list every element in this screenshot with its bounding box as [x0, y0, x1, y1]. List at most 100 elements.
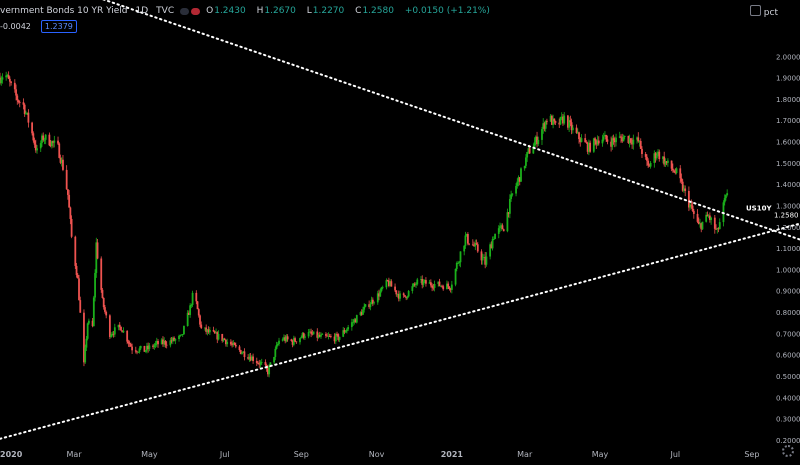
- candle-up: [576, 132, 579, 134]
- candle-down: [663, 156, 666, 165]
- ohlc-open: 1.2430: [214, 6, 246, 16]
- status-dots[interactable]: [180, 7, 201, 15]
- candle-down: [605, 135, 608, 140]
- candle-up: [84, 347, 87, 363]
- candle-down: [360, 312, 363, 315]
- candle-up: [292, 338, 295, 345]
- interval-label[interactable]: 1D: [135, 6, 149, 16]
- candle-down: [337, 334, 340, 340]
- candle-up: [138, 348, 141, 352]
- candle-down: [229, 341, 232, 345]
- candle-up: [338, 336, 341, 340]
- candle-down: [231, 344, 233, 346]
- candle-up: [622, 136, 625, 142]
- candle-up: [171, 337, 174, 342]
- scale-mode-toggle[interactable]: pct: [749, 5, 778, 18]
- candle-up: [515, 185, 517, 194]
- candle-up: [527, 148, 530, 153]
- x-tick-label: Nov: [369, 450, 385, 459]
- candle-down: [715, 228, 717, 230]
- candle-up: [563, 115, 566, 124]
- candle-down: [223, 338, 226, 340]
- candle-up: [299, 338, 301, 343]
- candle-up: [148, 345, 151, 349]
- candle-up: [560, 116, 563, 118]
- candle-down: [225, 339, 227, 345]
- candle-down: [700, 223, 703, 230]
- candle-up: [675, 168, 678, 173]
- candle-down: [696, 213, 699, 222]
- candle-down: [442, 286, 445, 290]
- candle-down: [692, 210, 695, 214]
- candle-down: [264, 361, 267, 365]
- candle-down: [597, 140, 600, 144]
- candle-down: [284, 337, 287, 342]
- candle-down: [629, 138, 632, 143]
- candle-up: [139, 345, 142, 349]
- candle-down: [441, 285, 443, 287]
- candle-down: [57, 140, 59, 144]
- x-tick-label: Jul: [669, 450, 680, 459]
- candle-down: [143, 345, 146, 352]
- candle-up: [186, 312, 189, 327]
- candle-up: [718, 222, 721, 230]
- candle-up: [653, 153, 656, 163]
- candle-up: [662, 156, 664, 160]
- candle-up: [465, 234, 468, 236]
- candle-up: [215, 332, 217, 334]
- candle-up: [716, 228, 719, 230]
- candle-up: [532, 146, 535, 154]
- value-box[interactable]: 1.2379: [40, 20, 77, 33]
- candle-up: [248, 356, 251, 359]
- candle-up: [344, 331, 347, 333]
- gear-icon[interactable]: [782, 445, 794, 457]
- candle-down: [476, 244, 479, 252]
- candle-up: [87, 320, 90, 324]
- candle-down: [58, 143, 61, 158]
- candle-up: [699, 223, 701, 225]
- delta-value: -0.0042: [0, 22, 31, 31]
- scale-mode-label: pct: [763, 8, 778, 18]
- candle-up: [422, 281, 425, 285]
- candle-up: [25, 113, 27, 114]
- candle-up: [423, 280, 426, 282]
- candle-down: [648, 165, 651, 167]
- candle-up: [571, 127, 574, 131]
- candle-down: [612, 138, 615, 141]
- x-tick-label: Sep: [294, 450, 309, 459]
- candle-up: [520, 168, 522, 182]
- candle-down: [394, 286, 396, 291]
- candle-down: [120, 326, 122, 331]
- candle-down: [91, 320, 94, 326]
- candle-down: [16, 95, 19, 101]
- candle-up: [110, 334, 113, 337]
- candle-up: [499, 226, 501, 229]
- candle-down: [76, 274, 79, 279]
- x-tick-label: 2020: [0, 450, 23, 459]
- candle-up: [204, 327, 206, 329]
- candle-down: [673, 170, 675, 173]
- candle-down: [325, 334, 327, 336]
- candle-down: [311, 333, 314, 335]
- candle-down: [553, 118, 556, 122]
- candle-down: [575, 127, 578, 133]
- candle-up: [274, 348, 277, 357]
- candle-down: [17, 100, 20, 102]
- candle-up: [217, 333, 220, 340]
- candle-down: [405, 296, 408, 299]
- candle-down: [680, 178, 683, 182]
- price-tag: 1.2580: [774, 211, 799, 219]
- candle-down: [318, 334, 321, 337]
- candle-up: [664, 161, 667, 165]
- candle-down: [326, 335, 329, 337]
- candle-down: [386, 280, 389, 281]
- candle-up: [242, 351, 245, 353]
- symbol-title[interactable]: vernment Bonds 10 YR Yield: [0, 6, 128, 16]
- candle-up: [179, 335, 182, 336]
- candle-down: [425, 280, 427, 284]
- candle-up: [189, 305, 192, 315]
- candle-down: [404, 295, 406, 297]
- candle-down: [302, 333, 305, 338]
